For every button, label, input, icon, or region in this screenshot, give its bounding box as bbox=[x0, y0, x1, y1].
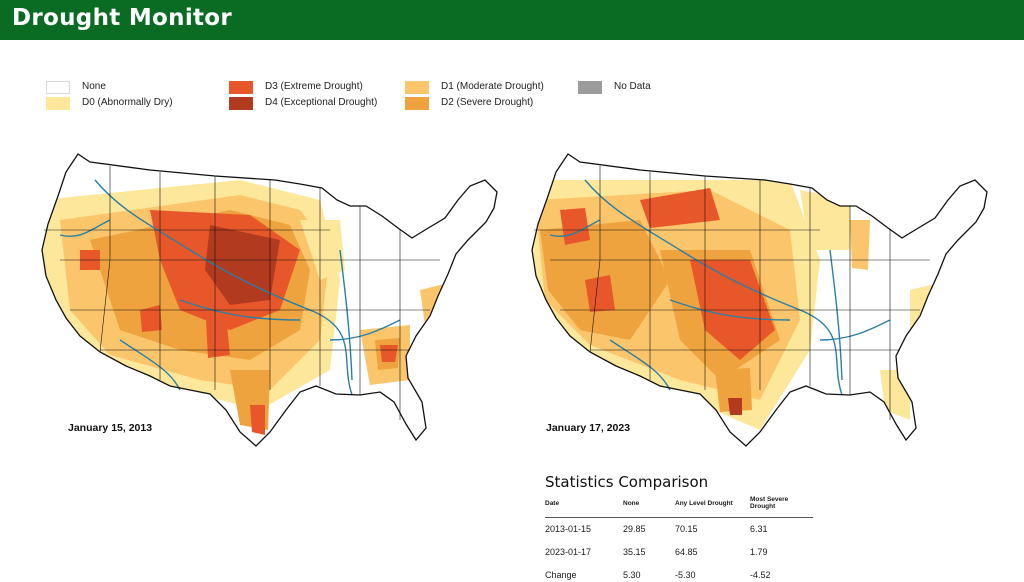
map-2023: January 17, 2023 bbox=[490, 140, 1000, 455]
legend-swatch-d1 bbox=[405, 81, 429, 94]
us-drought-map-2013 bbox=[41, 153, 498, 447]
stats-header-most-severe: Most Severe Drought bbox=[750, 494, 813, 518]
legend-label-d0: D0 (Abnormally Dry) bbox=[82, 97, 173, 108]
stats-cell: Change bbox=[545, 570, 577, 580]
legend-item-none: None bbox=[46, 81, 196, 95]
stats-cell: -5.30 bbox=[675, 570, 696, 580]
us-outline-2013 bbox=[41, 153, 498, 447]
legend-label-d1: D1 (Moderate Drought) bbox=[441, 81, 544, 92]
rivers-2023 bbox=[549, 179, 891, 396]
stats-header-row: Date None Any Level Drought Most Severe … bbox=[545, 494, 813, 518]
us-outline-2023 bbox=[531, 153, 988, 447]
stats-cell: 29.85 bbox=[623, 524, 646, 535]
stats-header-none: None bbox=[623, 494, 675, 518]
legend-item-d3: D3 (Extreme Drought) bbox=[229, 81, 389, 95]
stats-title: Statistics Comparison bbox=[545, 473, 709, 491]
stats-cell: 5.30 bbox=[623, 570, 641, 580]
stats-header-any-drought: Any Level Drought bbox=[675, 494, 750, 518]
stats-cell: 64.85 bbox=[675, 547, 698, 557]
us-drought-map-2023 bbox=[531, 153, 988, 447]
stats-cell: 1.79 bbox=[750, 547, 768, 557]
legend-swatch-d3 bbox=[229, 81, 253, 94]
legend-label-nodata: No Data bbox=[614, 81, 651, 92]
legend-label-d3: D3 (Extreme Drought) bbox=[265, 81, 363, 92]
legend-swatch-nodata bbox=[578, 81, 602, 94]
state-borders-2023 bbox=[534, 166, 930, 420]
header-bar: Drought Monitor bbox=[0, 0, 1024, 40]
legend-item-d4: D4 (Exceptional Drought) bbox=[229, 97, 389, 111]
stats-cell: -4.52 bbox=[750, 570, 771, 580]
legend-item-nodata: No Data bbox=[578, 81, 678, 95]
stats-cell: 2023-01-17 bbox=[545, 547, 592, 557]
map-date-2023: January 17, 2023 bbox=[546, 422, 631, 434]
state-borders-2013 bbox=[44, 166, 440, 420]
legend-item-d1: D1 (Moderate Drought) bbox=[405, 81, 565, 95]
map-date-2013: January 15, 2013 bbox=[68, 422, 153, 434]
legend-swatch-d0 bbox=[46, 97, 70, 110]
rivers-2013 bbox=[59, 179, 401, 396]
legend-swatch-d4 bbox=[229, 97, 253, 110]
stats-cell: 2013-01-15 bbox=[545, 524, 592, 535]
legend-label-d2: D2 (Severe Drought) bbox=[441, 97, 534, 108]
legend-item-d2: D2 (Severe Drought) bbox=[405, 97, 565, 111]
map-2013: January 15, 2013 bbox=[0, 140, 510, 455]
legend-swatch-d2 bbox=[405, 97, 429, 110]
legend-label-none: None bbox=[82, 81, 106, 92]
legend-label-d4: D4 (Exceptional Drought) bbox=[265, 97, 378, 108]
stats-cell: 35.15 bbox=[623, 547, 646, 557]
stats-cell: 6.31 bbox=[750, 524, 768, 535]
stats-header-date: Date bbox=[545, 494, 623, 518]
page-title: Drought Monitor bbox=[12, 5, 233, 31]
legend-item-d0: D0 (Abnormally Dry) bbox=[46, 97, 196, 111]
stats-table: Date None Any Level Drought Most Severe … bbox=[545, 494, 813, 582]
table-row: 2013-01-15 29.85 70.15 6.31 bbox=[545, 518, 813, 541]
legend-swatch-none bbox=[46, 81, 70, 94]
table-row: 2023-01-17 35.15 64.85 1.79 bbox=[545, 541, 813, 564]
table-row: Change 5.30 -5.30 -4.52 bbox=[545, 564, 813, 582]
stats-cell: 70.15 bbox=[675, 524, 698, 535]
